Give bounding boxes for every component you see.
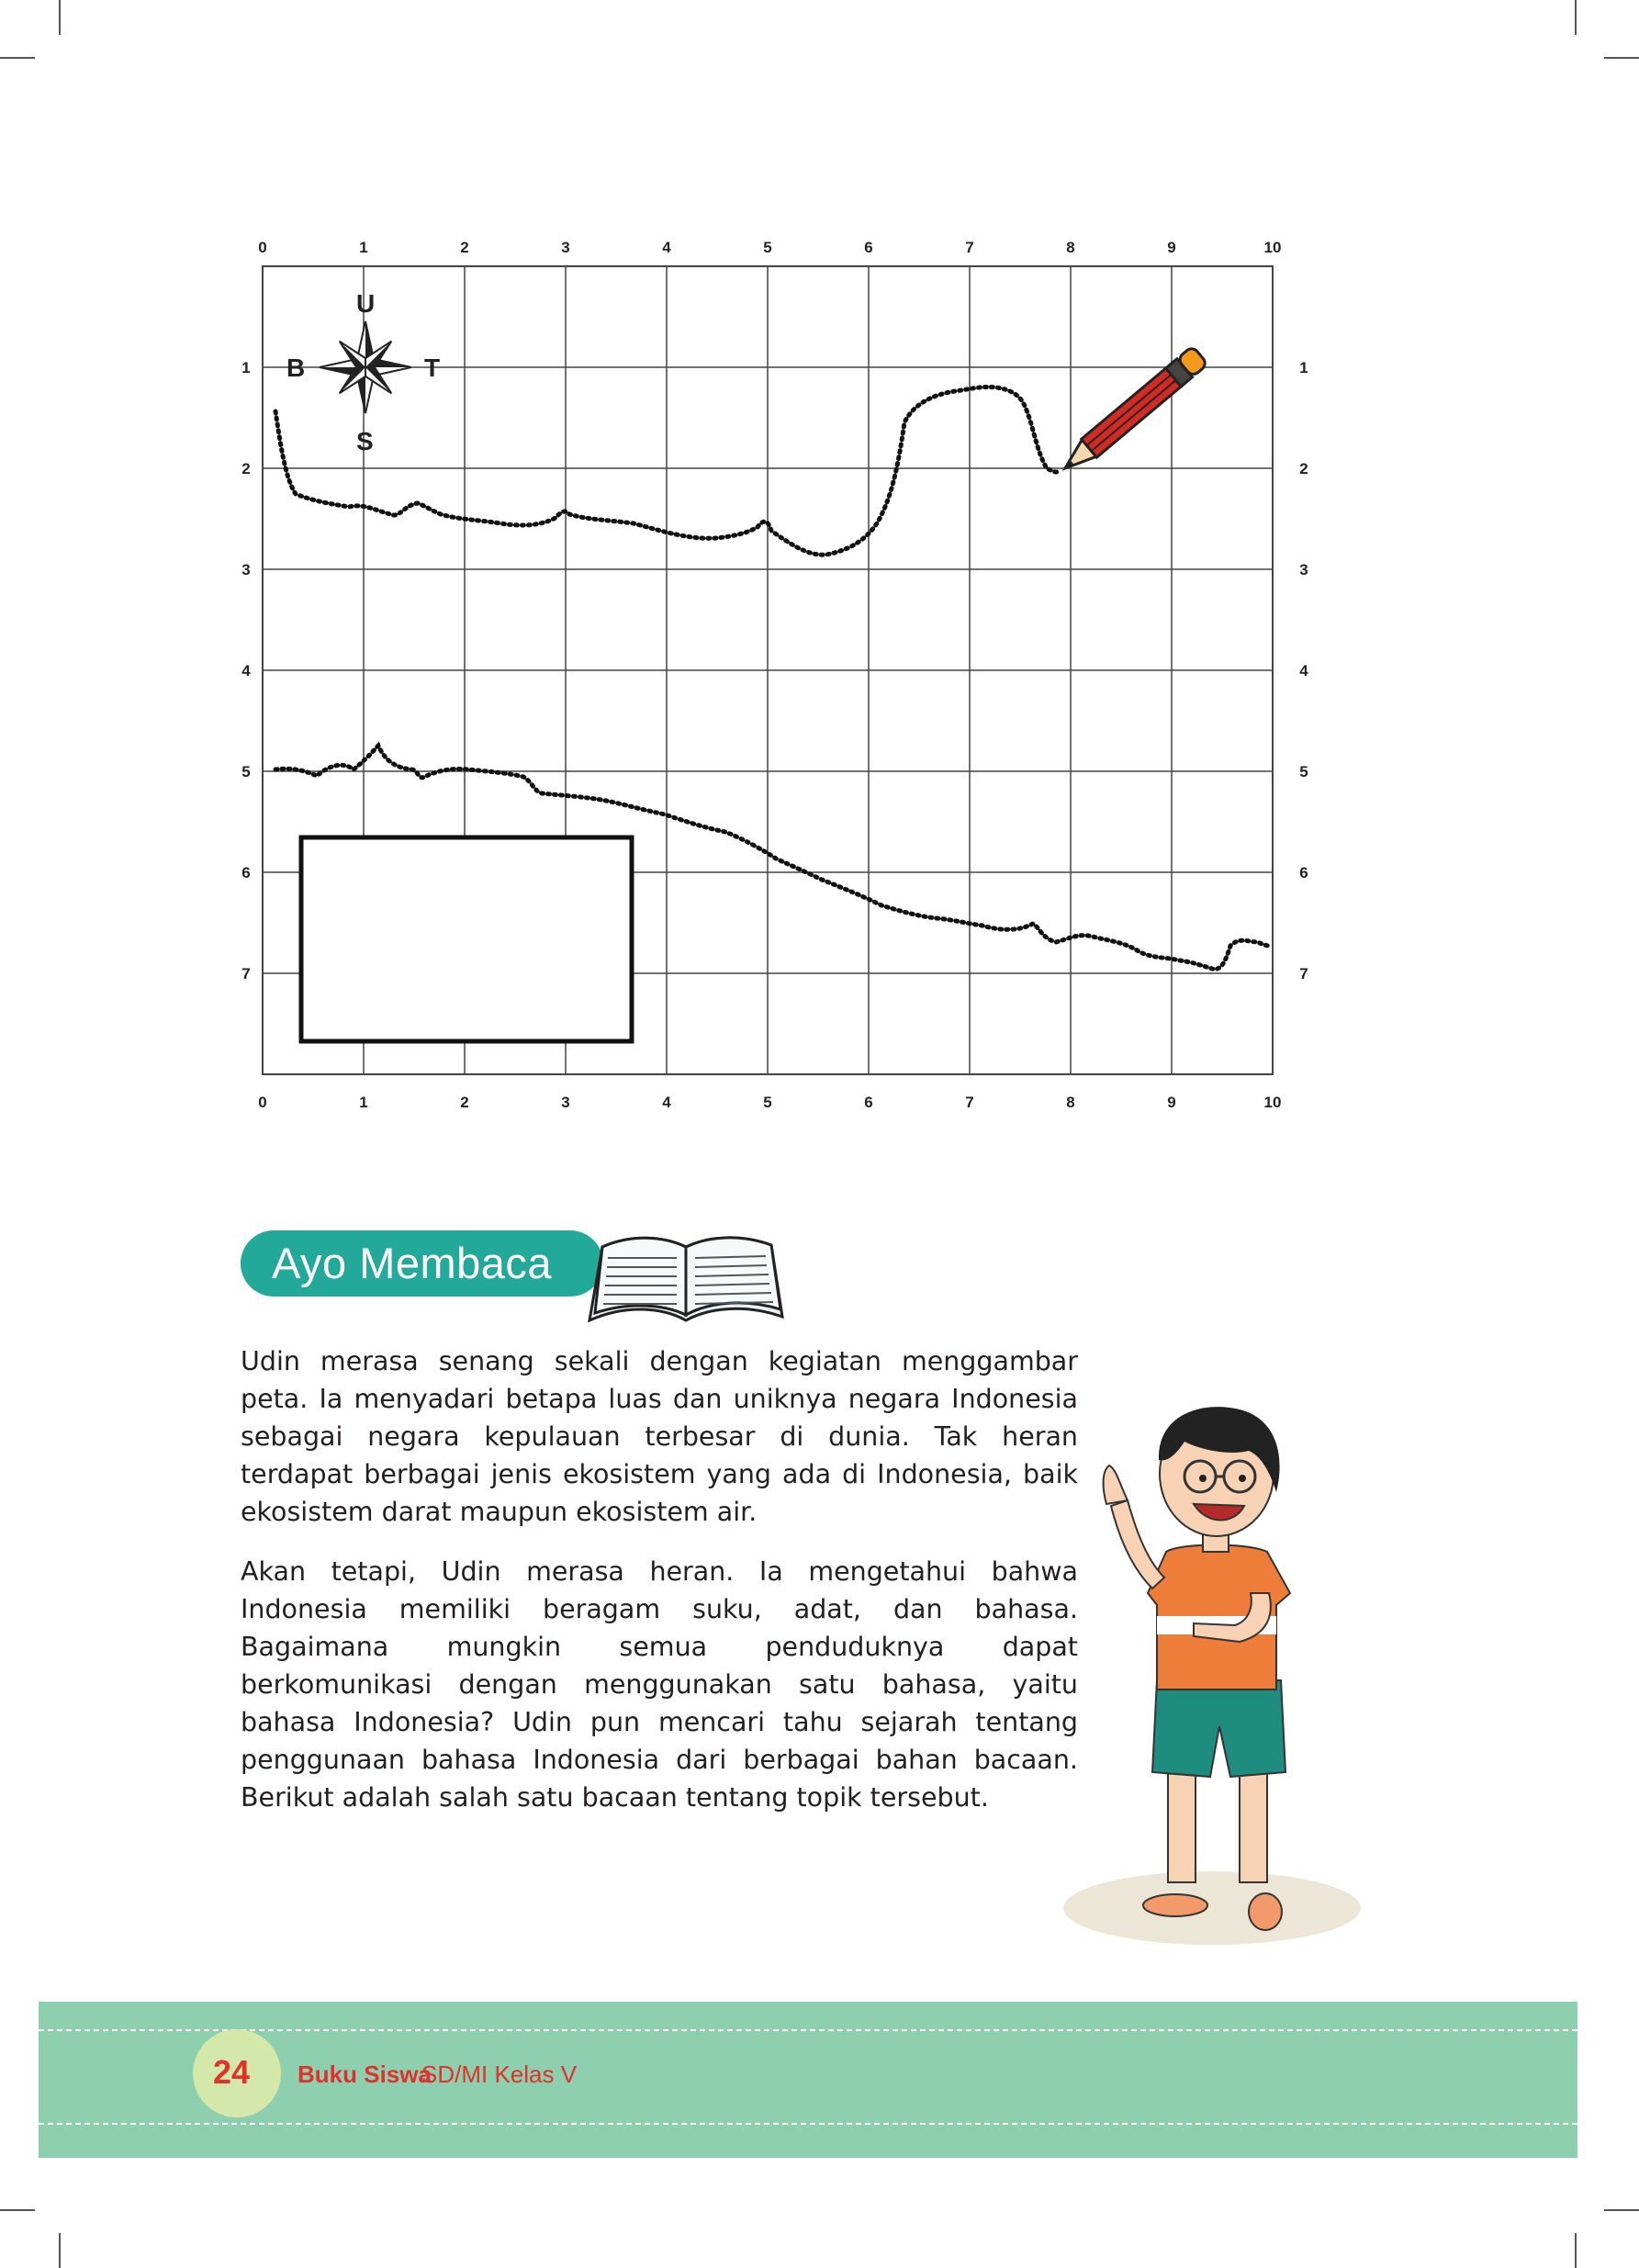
x-tick-label-top: 3 — [561, 239, 569, 256]
y-tick-label-right: 1 — [1299, 359, 1308, 376]
map-grid: 0 1 2 3 4 5 6 7 8 9 10 0 1 2 3 4 5 6 7 8 9 10 1 2 3 4 5 6 7 1 2 3 4 5 6… — [241, 239, 1308, 1111]
x-tick-label-top: 9 — [1167, 239, 1175, 256]
footer-band: 24 Buku Siswa SD/MI Kelas V — [39, 2002, 1577, 2158]
book-title-level: SD/MI Kelas V — [421, 2060, 578, 2088]
crop-mark — [1604, 2209, 1639, 2211]
compass-south-label: S — [356, 427, 374, 455]
x-tick-label-bottom: 6 — [864, 1094, 872, 1111]
x-tick-label-top: 10 — [1264, 239, 1282, 256]
compass-north-label: U — [356, 289, 375, 318]
x-tick-label-bottom: 9 — [1167, 1094, 1175, 1111]
compass-east-label: T — [424, 354, 440, 382]
x-tick-label-bottom: 3 — [561, 1094, 569, 1111]
x-tick-label-bottom: 10 — [1264, 1094, 1282, 1111]
book-title-bold: Buku Siswa — [297, 2060, 432, 2088]
crop-mark — [0, 57, 35, 59]
y-tick-label-right: 6 — [1299, 864, 1308, 881]
y-tick-label-left: 5 — [241, 763, 250, 780]
y-tick-label-left: 6 — [241, 864, 250, 881]
compass-west-label: B — [286, 354, 305, 382]
crop-mark — [1575, 0, 1577, 35]
y-tick-label-left: 7 — [241, 965, 250, 982]
y-tick-label-left: 1 — [241, 359, 250, 376]
crop-mark — [0, 2209, 35, 2211]
x-tick-label-bottom: 7 — [965, 1094, 973, 1111]
x-tick-label-bottom: 8 — [1066, 1094, 1074, 1111]
reading-paragraph: Udin merasa senang sekali dengan kegiata… — [241, 1346, 1078, 1527]
x-tick-label-top: 5 — [763, 239, 771, 256]
section-title: Ayo Membaca — [272, 1239, 553, 1287]
section-header: Ayo Membaca — [241, 1212, 810, 1323]
y-tick-label-right: 2 — [1299, 460, 1308, 477]
crop-mark — [1604, 57, 1639, 59]
boy-illustration — [1063, 1407, 1361, 1945]
x-tick-label-top: 1 — [359, 239, 367, 256]
footer-dashed-line — [39, 2123, 1577, 2125]
reading-paragraph: Akan tetapi, Udin merasa heran. Ia menge… — [241, 1556, 1078, 1813]
compass-rose-icon: U S B T — [286, 289, 440, 455]
x-tick-label-top: 8 — [1066, 239, 1074, 256]
page-number: 24 — [213, 2053, 251, 2091]
open-book-icon — [588, 1236, 784, 1323]
x-tick-label-top: 7 — [965, 239, 973, 256]
pencil-icon — [1061, 347, 1207, 471]
page-number-badge — [193, 2029, 281, 2117]
crop-mark — [59, 0, 61, 35]
x-tick-label-top: 6 — [864, 239, 872, 256]
x-tick-label-top: 0 — [258, 239, 266, 256]
x-tick-label-bottom: 1 — [359, 1094, 367, 1111]
y-tick-label-left: 3 — [241, 561, 250, 578]
y-tick-label-left: 2 — [241, 460, 250, 477]
map-grid-figure: 0 1 2 3 4 5 6 7 8 9 10 0 1 2 3 4 5 6 7 8 9 10 1 2 3 4 5 6 7 1 2 3 4 5 6… — [241, 239, 1308, 1111]
y-tick-label-left: 4 — [241, 662, 251, 679]
x-tick-label-bottom: 0 — [258, 1094, 266, 1111]
x-tick-label-top: 2 — [460, 239, 468, 256]
footer-dashed-line — [39, 2029, 1577, 2031]
coastline-north — [273, 385, 1063, 557]
empty-label-box — [298, 835, 634, 1044]
x-tick-label-top: 4 — [662, 239, 671, 256]
x-tick-label-bottom: 5 — [763, 1094, 771, 1111]
y-tick-label-right: 7 — [1299, 965, 1308, 982]
x-tick-label-bottom: 4 — [662, 1094, 671, 1111]
x-tick-label-bottom: 2 — [460, 1094, 468, 1111]
section-pill — [241, 1230, 603, 1297]
y-tick-label-right: 4 — [1299, 662, 1308, 679]
crop-mark — [59, 2233, 61, 2268]
crop-mark — [1575, 2233, 1577, 2268]
y-tick-label-right: 5 — [1299, 763, 1308, 780]
reading-passage: Udin merasa senang sekali dengan kegiata… — [241, 1342, 1078, 1838]
y-tick-label-right: 3 — [1299, 561, 1308, 578]
coastline-south — [273, 741, 1272, 971]
